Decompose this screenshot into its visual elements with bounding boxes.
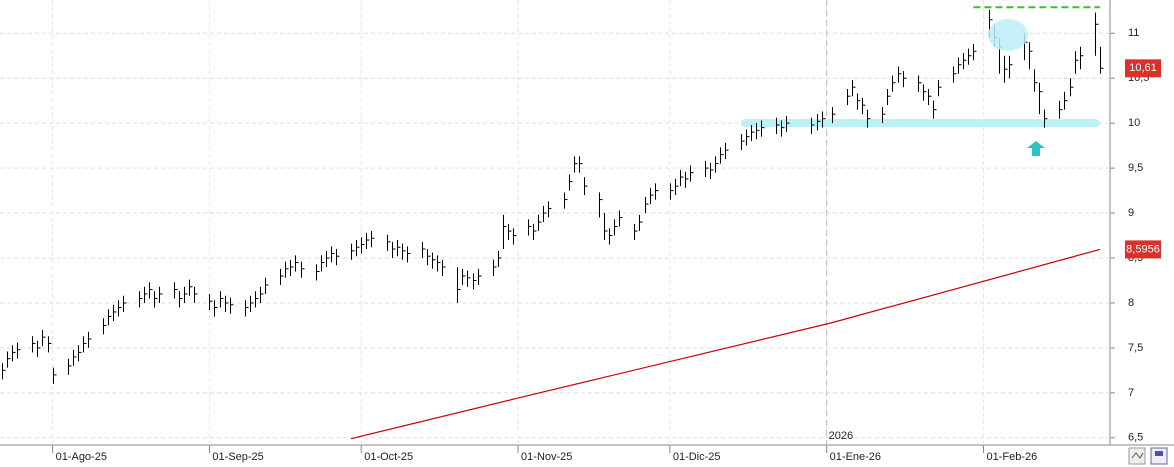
y-tick-label: 7 bbox=[1128, 387, 1134, 399]
moving-average bbox=[350, 248, 1101, 440]
x-tick-label: 01-Sep-25 bbox=[212, 451, 263, 463]
x-tick-label: 01-Feb-26 bbox=[987, 451, 1038, 463]
year-label: 2026 bbox=[829, 430, 853, 442]
save-icon bbox=[1155, 451, 1163, 456]
x-tick-label: 01-Ene-26 bbox=[830, 451, 881, 463]
last-price-box bbox=[1125, 59, 1161, 78]
y-tick-label: 8 bbox=[1128, 297, 1134, 309]
arrow-icon bbox=[1027, 141, 1045, 156]
y-tick-label: 11 bbox=[1128, 27, 1139, 39]
y-tick-label: 7,5 bbox=[1128, 342, 1143, 354]
last-price-label: 10,61 bbox=[1129, 62, 1157, 74]
x-tick-label: 01-Dic-25 bbox=[673, 451, 721, 463]
y-tick-label: 9 bbox=[1128, 207, 1134, 219]
x-tick-label: 01-Nov-25 bbox=[521, 451, 572, 463]
support-band bbox=[740, 119, 1100, 128]
y-tick-label: 10 bbox=[1128, 117, 1140, 129]
ma-value-label: 8,5956 bbox=[1126, 243, 1160, 255]
x-tick-label: 01-Oct-25 bbox=[364, 451, 413, 463]
x-tick-label: 01-Ago-25 bbox=[56, 451, 107, 463]
y-tick-label: 9,5 bbox=[1128, 162, 1143, 174]
zoom-button[interactable] bbox=[1128, 447, 1146, 465]
zoom-icon bbox=[1131, 452, 1144, 459]
highlight-blob bbox=[988, 19, 1028, 51]
ma-value-box bbox=[1125, 240, 1161, 259]
y-tick-label: 6,5 bbox=[1128, 432, 1143, 444]
